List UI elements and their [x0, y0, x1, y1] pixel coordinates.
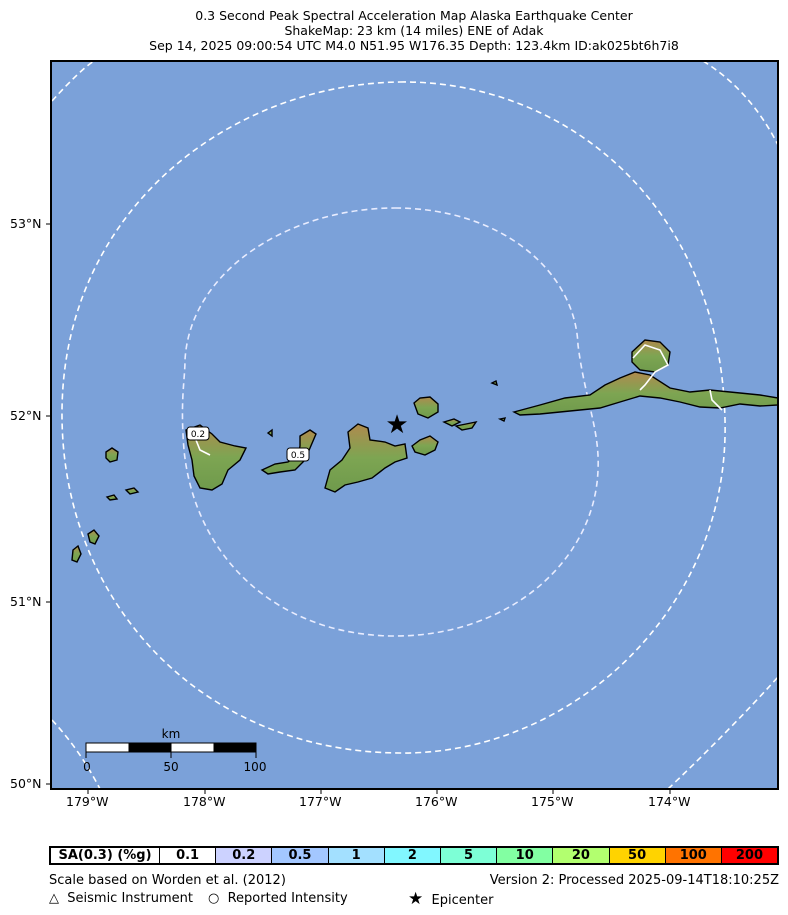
contour-label-05: 0.5: [286, 447, 310, 462]
legend-cell-0.1: 0.1: [160, 848, 217, 863]
epicenter-legend: ★ Epicenter: [408, 889, 493, 909]
island-center-north: [413, 396, 439, 419]
lat-ticks: [46, 223, 51, 785]
island-far-west-a: [71, 544, 82, 563]
islands: [71, 339, 779, 563]
ocean-area: [51, 61, 778, 789]
island-small-chain: [411, 435, 439, 456]
legend-cell-5: 5: [440, 848, 498, 863]
lon-label-174: 174°W: [648, 794, 691, 809]
legend-cell-10: 10: [497, 848, 554, 863]
island-tiny-2: [105, 494, 119, 501]
legend-cell-0.2: 0.2: [216, 848, 273, 863]
island-small-b: [454, 420, 478, 431]
map-subtitle-event: Sep 14, 2025 09:00:54 UTC M4.0 N51.95 W1…: [149, 38, 679, 53]
legend-cell-1: 1: [328, 848, 385, 863]
legend-cell-100: 100: [665, 848, 722, 863]
island-west-small: [105, 447, 119, 463]
lat-label-51: 51°N: [10, 594, 42, 609]
island-tiny-1: [124, 487, 140, 495]
circle-icon: ○: [208, 891, 220, 906]
island-tiny-5: [497, 417, 507, 422]
reported-intensity-label: Reported Intensity: [227, 891, 348, 906]
lon-label-177: 177°W: [299, 794, 342, 809]
star-icon: ★: [408, 889, 424, 909]
lon-label-178: 178°W: [183, 794, 226, 809]
legend-cell-20: 20: [553, 848, 610, 863]
scale-note: Scale based on Worden et al. (2012): [49, 873, 286, 888]
intensity-legend: SA(0.3) (%g) 0.1 0.2 0.5 1 2 5 10 20 50 …: [49, 846, 779, 865]
lon-label-176: 176°W: [415, 794, 458, 809]
seismic-instrument-label: Seismic Instrument: [67, 891, 193, 906]
contour-outer: [51, 61, 778, 146]
island-far-west-b: [87, 529, 100, 545]
island-tiny-4: [490, 379, 499, 387]
scale-bar: km 0 50 100: [83, 727, 266, 774]
contour-label-02-text: 0.2: [191, 430, 205, 440]
scale-bar-tick-0: 0: [83, 760, 91, 774]
island-adak-cluster: [324, 423, 408, 493]
contour-label-02: 0.2: [186, 426, 210, 441]
lat-label-50: 50°N: [10, 776, 42, 791]
lat-label-53: 53°N: [10, 216, 42, 231]
legend-cell-50: 50: [609, 848, 666, 863]
triangle-icon: △: [49, 891, 59, 906]
scale-bar-unit: km: [162, 727, 181, 741]
map-subtitle-location: ShakeMap: 23 km (14 miles) ENE of Adak: [284, 23, 544, 38]
epicenter-star-icon: ★: [385, 410, 408, 440]
lon-label-175: 175°W: [531, 794, 574, 809]
lon-ticks: [87, 789, 671, 794]
map-title: 0.3 Second Peak Spectral Acceleration Ma…: [195, 8, 633, 23]
version-info: Version 2: Processed 2025-09-14T18:10:25…: [489, 873, 779, 888]
contour-lines: [51, 61, 778, 789]
legend-cell-200: 200: [721, 848, 778, 863]
lat-label-52: 52°N: [10, 408, 42, 423]
seismic-instrument-legend: △ Seismic Instrument: [49, 891, 193, 906]
island-small-a: [442, 418, 462, 427]
contour-outer-south: [51, 676, 778, 789]
lon-label-179: 179°W: [66, 794, 109, 809]
contour-mid: [61, 81, 726, 754]
map-frame: [50, 60, 779, 790]
scale-bar-tick-50: 50: [163, 760, 178, 774]
legend-header: SA(0.3) (%g): [51, 848, 160, 863]
contour-on-land: [195, 344, 723, 456]
legend-cell-0.5: 0.5: [272, 848, 329, 863]
island-west-main: [185, 424, 248, 491]
contour-label-05-text: 0.5: [291, 451, 305, 461]
reported-intensity-legend: ○ Reported Intensity: [208, 891, 348, 906]
scale-bar-tick-100: 100: [244, 760, 267, 774]
legend-cell-2: 2: [384, 848, 441, 863]
epicenter-label: Epicenter: [431, 893, 494, 908]
island-tiny-3: [266, 428, 273, 438]
